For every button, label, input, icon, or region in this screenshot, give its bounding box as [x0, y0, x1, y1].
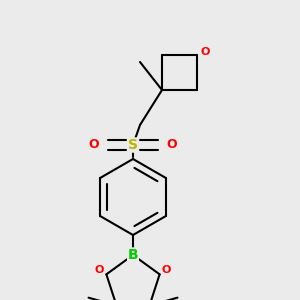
Text: O: O: [167, 139, 177, 152]
Text: B: B: [128, 248, 138, 262]
Text: O: O: [89, 139, 99, 152]
Text: O: O: [200, 47, 210, 57]
Text: S: S: [128, 138, 138, 152]
Text: O: O: [162, 265, 171, 275]
Text: O: O: [95, 265, 104, 275]
